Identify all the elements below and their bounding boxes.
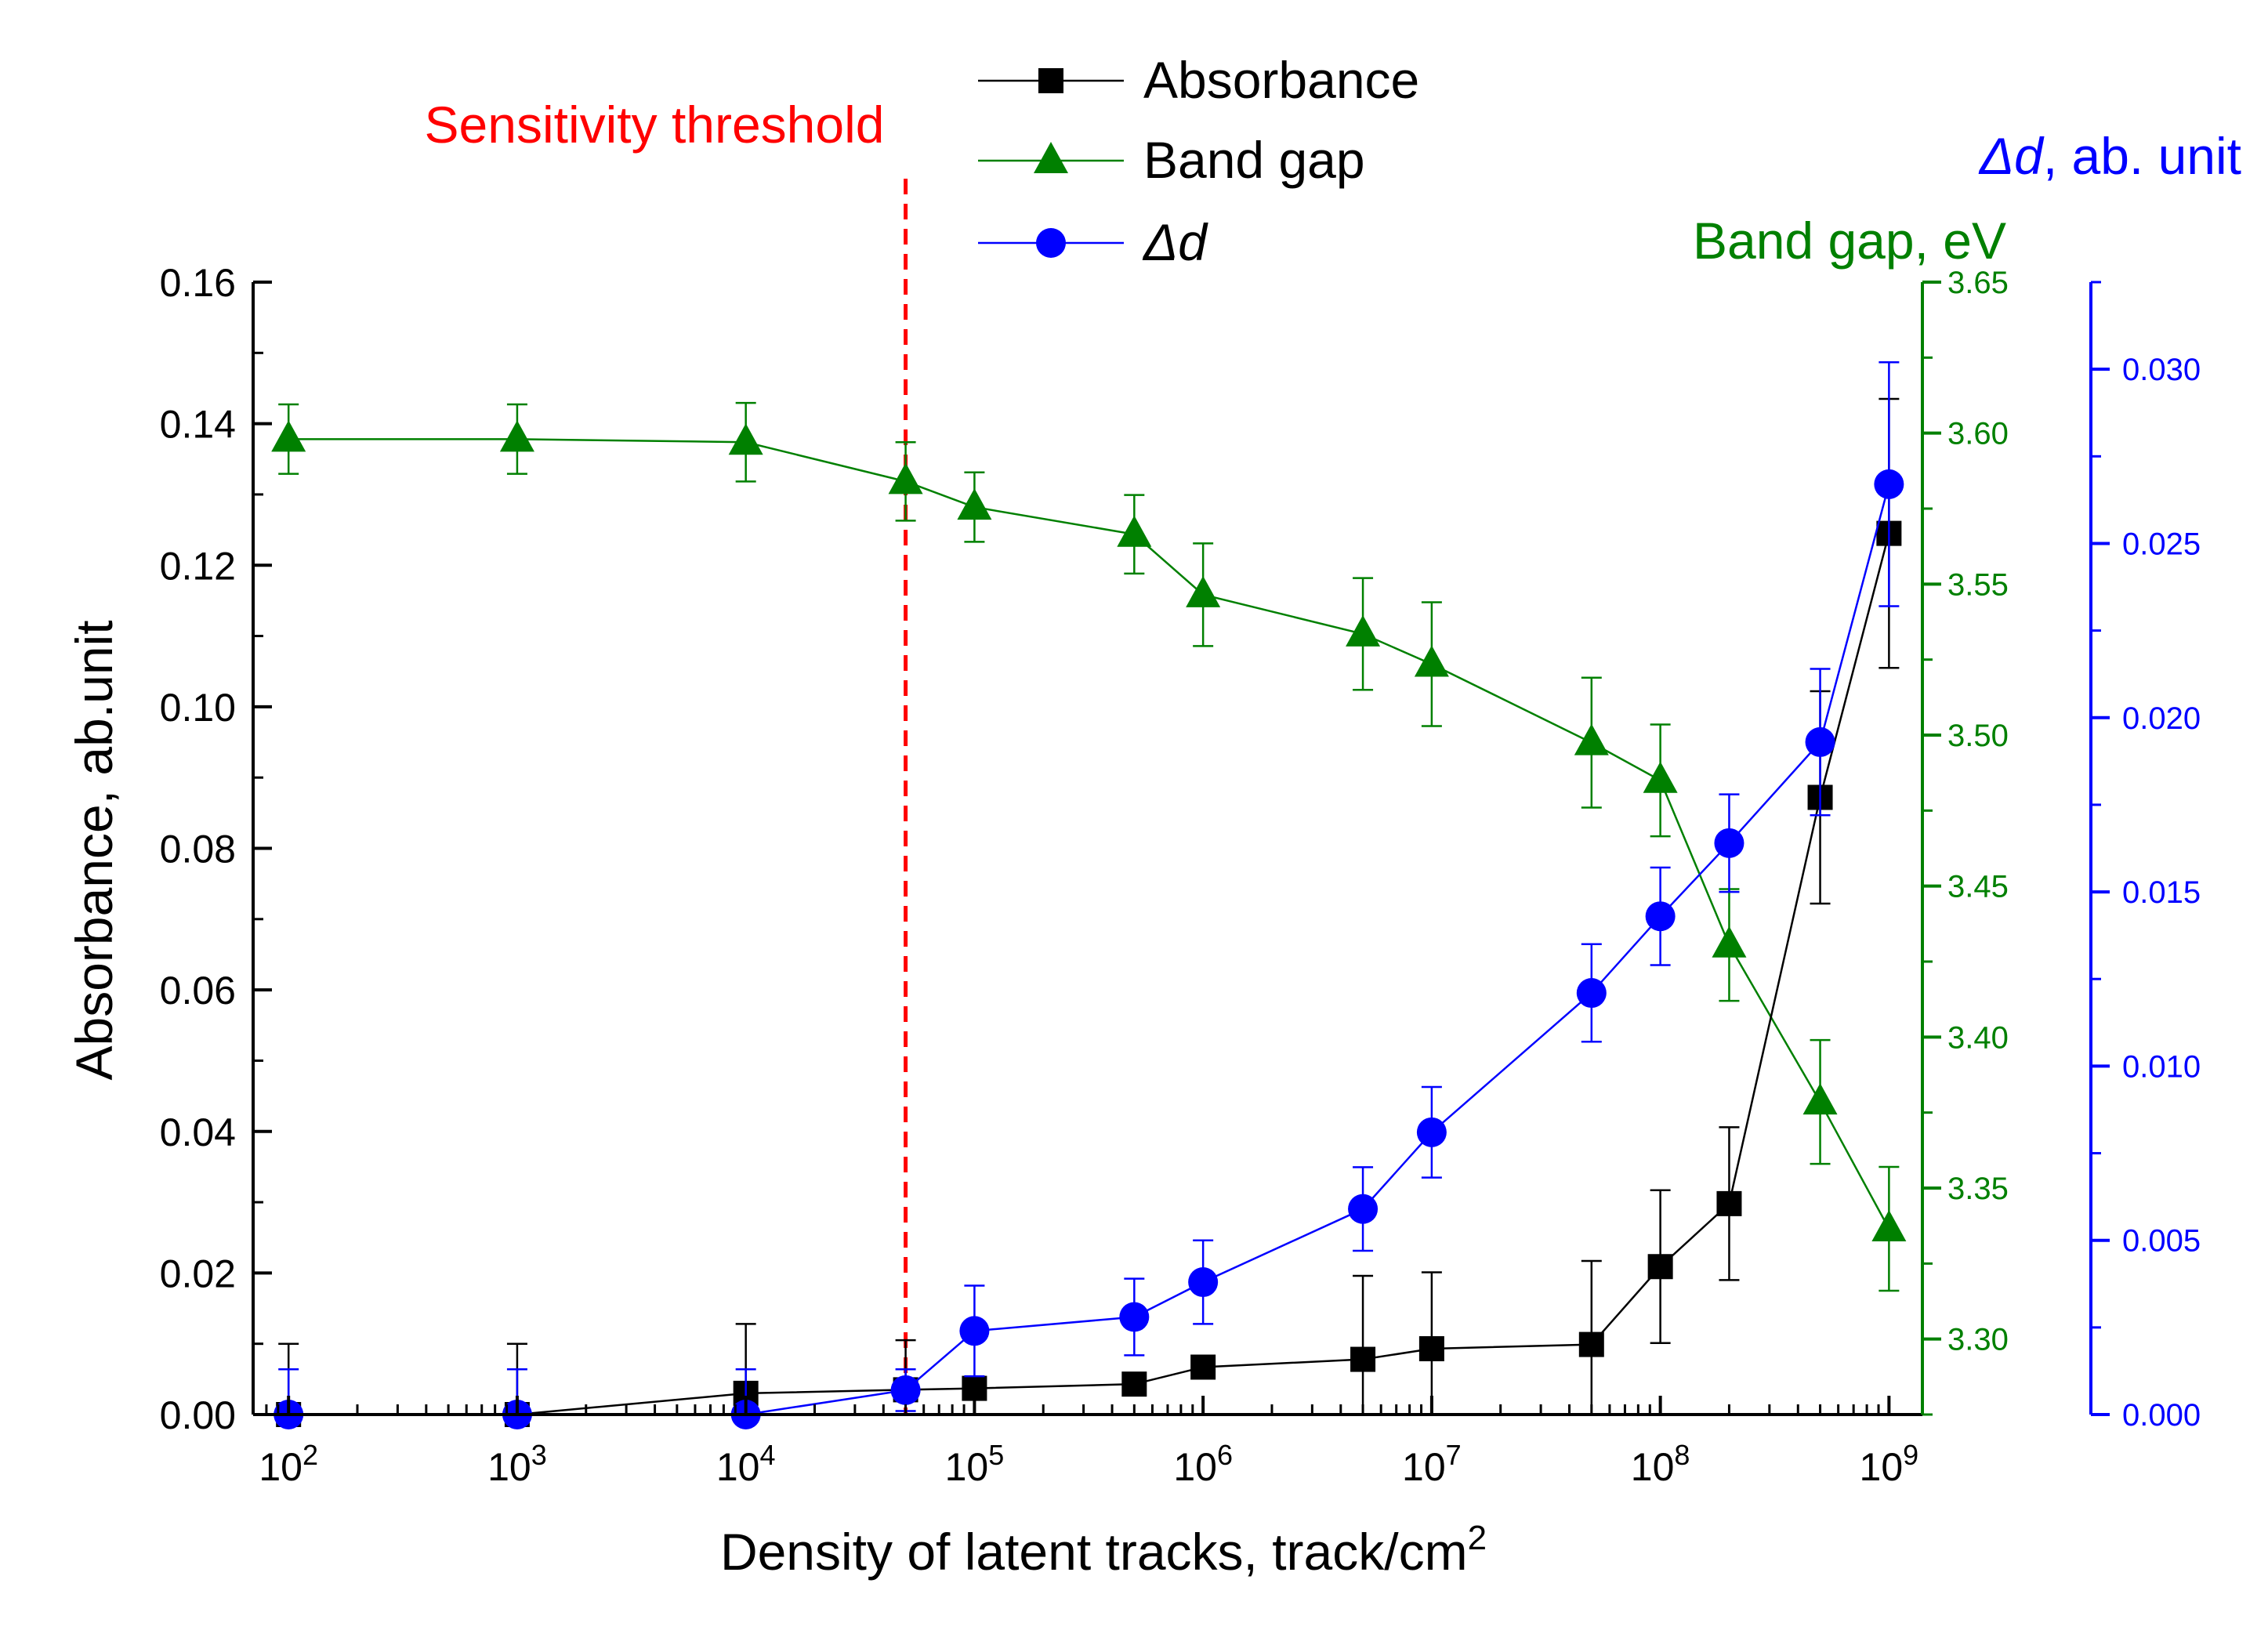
x-tick-label: 103 <box>487 1439 547 1489</box>
delta-d-point <box>1714 828 1744 858</box>
x-axis-title: Density of latent tracks, track/cm2 <box>720 1519 1487 1581</box>
band-gap-point <box>1712 926 1747 958</box>
delta-d-line <box>288 484 1890 1416</box>
x-tick-label: 106 <box>1173 1439 1233 1489</box>
sensitivity-threshold-label: Sensitivity threshold <box>425 96 885 154</box>
left-tick-label: 0.08 <box>160 828 236 871</box>
delta-d-tick-label: 0.010 <box>2122 1049 2201 1084</box>
delta-d-tick-label: 0.000 <box>2122 1398 2201 1433</box>
delta-d-axis-title: Δd, ab. unit <box>1978 127 2241 185</box>
legend-label: Band gap <box>1143 131 1365 189</box>
band-gap-point <box>728 423 763 455</box>
delta-d-tick-label: 0.005 <box>2122 1224 2201 1259</box>
legend-marker <box>1038 68 1063 93</box>
absorbance-point <box>1647 1254 1673 1280</box>
band-gap-point <box>1574 723 1609 755</box>
axes <box>252 281 2110 1416</box>
band-gap-point <box>1802 1083 1838 1115</box>
delta-d-tick-label: 0.030 <box>2122 353 2201 387</box>
legend-label: Absorbance <box>1143 51 1419 109</box>
band-gap-point <box>1117 515 1152 547</box>
band-gap-point <box>1871 1210 1907 1242</box>
absorbance-point <box>1190 1354 1216 1380</box>
delta-d-point <box>1645 901 1676 932</box>
legend-marker <box>1036 228 1066 258</box>
band-gap-point <box>1346 614 1381 647</box>
x-tick-label: 108 <box>1631 1439 1690 1489</box>
band-gap-tick-label: 3.60 <box>1947 417 2009 451</box>
delta-d-point <box>959 1316 990 1346</box>
left-tick-label: 0.06 <box>160 969 236 1013</box>
delta-d-point <box>1874 469 1904 499</box>
band-gap-point <box>1186 575 1221 607</box>
x-tick-label: 107 <box>1402 1439 1462 1489</box>
delta-d-point <box>890 1375 921 1405</box>
band-gap-point <box>1643 761 1678 793</box>
left-tick-label: 0.10 <box>160 686 236 730</box>
legend-marker <box>1034 142 1068 173</box>
left-tick-label: 0.02 <box>160 1252 236 1295</box>
band-gap-tick-label: 3.65 <box>1947 266 2009 300</box>
band-gap-tick-label: 3.55 <box>1947 567 2009 602</box>
delta-d-point <box>1348 1194 1379 1224</box>
absorbance-point <box>1350 1346 1376 1372</box>
legend-label: Δd <box>1142 213 1208 271</box>
left-axis-title: Absorbance, ab.unit <box>65 620 123 1080</box>
absorbance-point <box>1578 1331 1604 1357</box>
delta-d-point <box>1119 1302 1150 1332</box>
band-gap-point <box>271 420 306 452</box>
delta-d-point <box>1576 978 1607 1009</box>
band-gap-series <box>271 401 1907 1292</box>
band-gap-tick-label: 3.40 <box>1947 1020 2009 1055</box>
left-tick-label: 0.00 <box>160 1393 236 1437</box>
band-gap-tick-label: 3.50 <box>1947 719 2009 753</box>
x-tick-label: 102 <box>259 1439 318 1489</box>
delta-d-point <box>1805 726 1835 757</box>
legend-item-band-gap: Band gap <box>978 131 1365 189</box>
band-gap-tick-label: 3.30 <box>1947 1323 2009 1357</box>
delta-d-point <box>1188 1267 1219 1298</box>
absorbance-point <box>1716 1190 1742 1216</box>
absorbance-point <box>1418 1336 1444 1362</box>
legend-item-absorbance: Absorbance <box>978 51 1419 109</box>
band-gap-tick-label: 3.45 <box>1947 870 2009 904</box>
x-tick-label: 105 <box>945 1439 1005 1489</box>
band-gap-line <box>288 438 1890 1230</box>
absorbance-point <box>1121 1371 1147 1397</box>
x-tick-label: 109 <box>1860 1439 1919 1489</box>
left-tick-label: 0.16 <box>160 261 236 305</box>
legend-item-delta-d: Δd <box>978 213 1208 271</box>
band-gap-tick-label: 3.35 <box>1947 1172 2009 1206</box>
left-tick-label: 0.12 <box>160 544 236 588</box>
left-tick-label: 0.04 <box>160 1110 236 1154</box>
delta-d-point <box>1416 1117 1447 1147</box>
band-gap-point <box>1414 645 1449 677</box>
delta-d-tick-label: 0.020 <box>2122 701 2201 736</box>
absorbance-error-bar <box>1353 1274 1374 1416</box>
band-gap-axis-title: Band gap, eV <box>1693 212 2006 270</box>
band-gap-point <box>499 420 534 452</box>
absorbance-line <box>288 533 1890 1416</box>
delta-d-tick-label: 0.025 <box>2122 527 2201 561</box>
band-gap-point <box>888 462 923 495</box>
x-tick-label: 104 <box>716 1439 776 1489</box>
left-tick-label: 0.14 <box>160 403 236 447</box>
labels: 0.00 0.02 0.04 0.06 0.08 0.10 0.12 0.14 0.16 3.30… <box>65 96 2241 1581</box>
legend: Absorbance Band gap Δd <box>978 51 1419 271</box>
delta-d-tick-label: 0.015 <box>2122 875 2201 910</box>
band-gap-point <box>957 488 992 520</box>
series-layer <box>271 179 1907 1429</box>
